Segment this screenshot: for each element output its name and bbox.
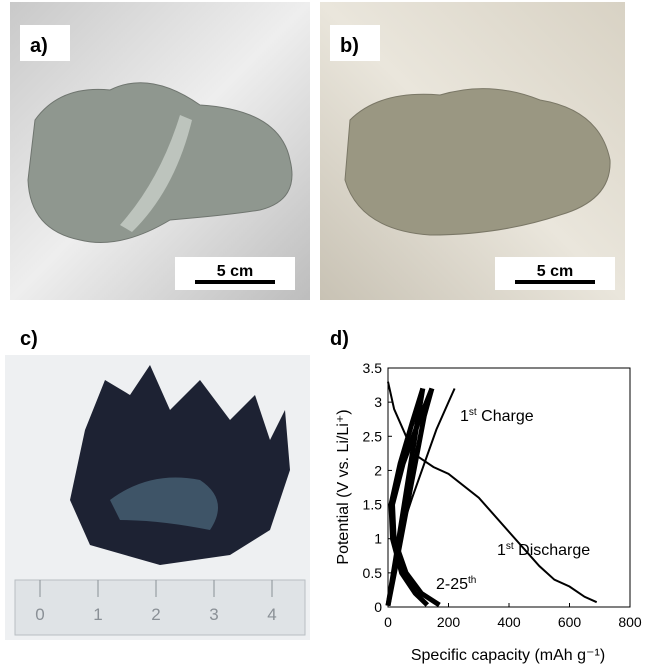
y-tick-label: 2 [374, 462, 382, 478]
y-tick-label: 3 [374, 394, 382, 410]
ruler-label: 0 [35, 605, 44, 624]
x-tick-label: 0 [384, 614, 392, 630]
y-tick-label: 1.5 [363, 497, 383, 513]
chart: d) Specific capacity (mAh g⁻¹) Potential… [330, 328, 642, 664]
y-axis-label: Potential (V vs. Li/Li⁺) [335, 409, 352, 564]
photo-c: c) 0 1 2 3 4 [5, 328, 310, 640]
y-tick-label: 2.5 [363, 428, 383, 444]
scale-label: 5 cm [217, 263, 253, 280]
y-tick-label: 1 [374, 531, 382, 547]
x-axis-label: Specific capacity (mAh g⁻¹) [411, 647, 605, 664]
y-tick-label: 3.5 [363, 360, 383, 376]
scale-label: 5 cm [537, 263, 573, 280]
annotation: 1st Discharge [497, 541, 590, 559]
annotation: 2-25th [436, 575, 476, 593]
panel-label: c) [20, 328, 38, 350]
x-tick-label: 800 [618, 614, 642, 630]
y-tick-label: 0 [374, 599, 382, 615]
x-tick-label: 200 [437, 614, 461, 630]
figure: a) 5 cm b) 5 cm c) 0 1 2 3 4 d) [0, 0, 649, 666]
x-tick-label: 400 [497, 614, 521, 630]
ruler-label: 3 [209, 605, 218, 624]
panel-label: a) [30, 35, 48, 57]
y-tick-label: 0.5 [363, 565, 383, 581]
photo-b: b) 5 cm [320, 2, 625, 300]
ruler-label: 1 [93, 605, 102, 624]
ruler-label: 2 [151, 605, 160, 624]
annotation: 1st Charge [460, 407, 534, 425]
photo-a: a) 5 cm [10, 2, 310, 300]
panel-label: b) [340, 35, 359, 57]
panel-label: d) [330, 328, 349, 350]
x-tick-label: 600 [558, 614, 582, 630]
ruler-label: 4 [267, 605, 276, 624]
